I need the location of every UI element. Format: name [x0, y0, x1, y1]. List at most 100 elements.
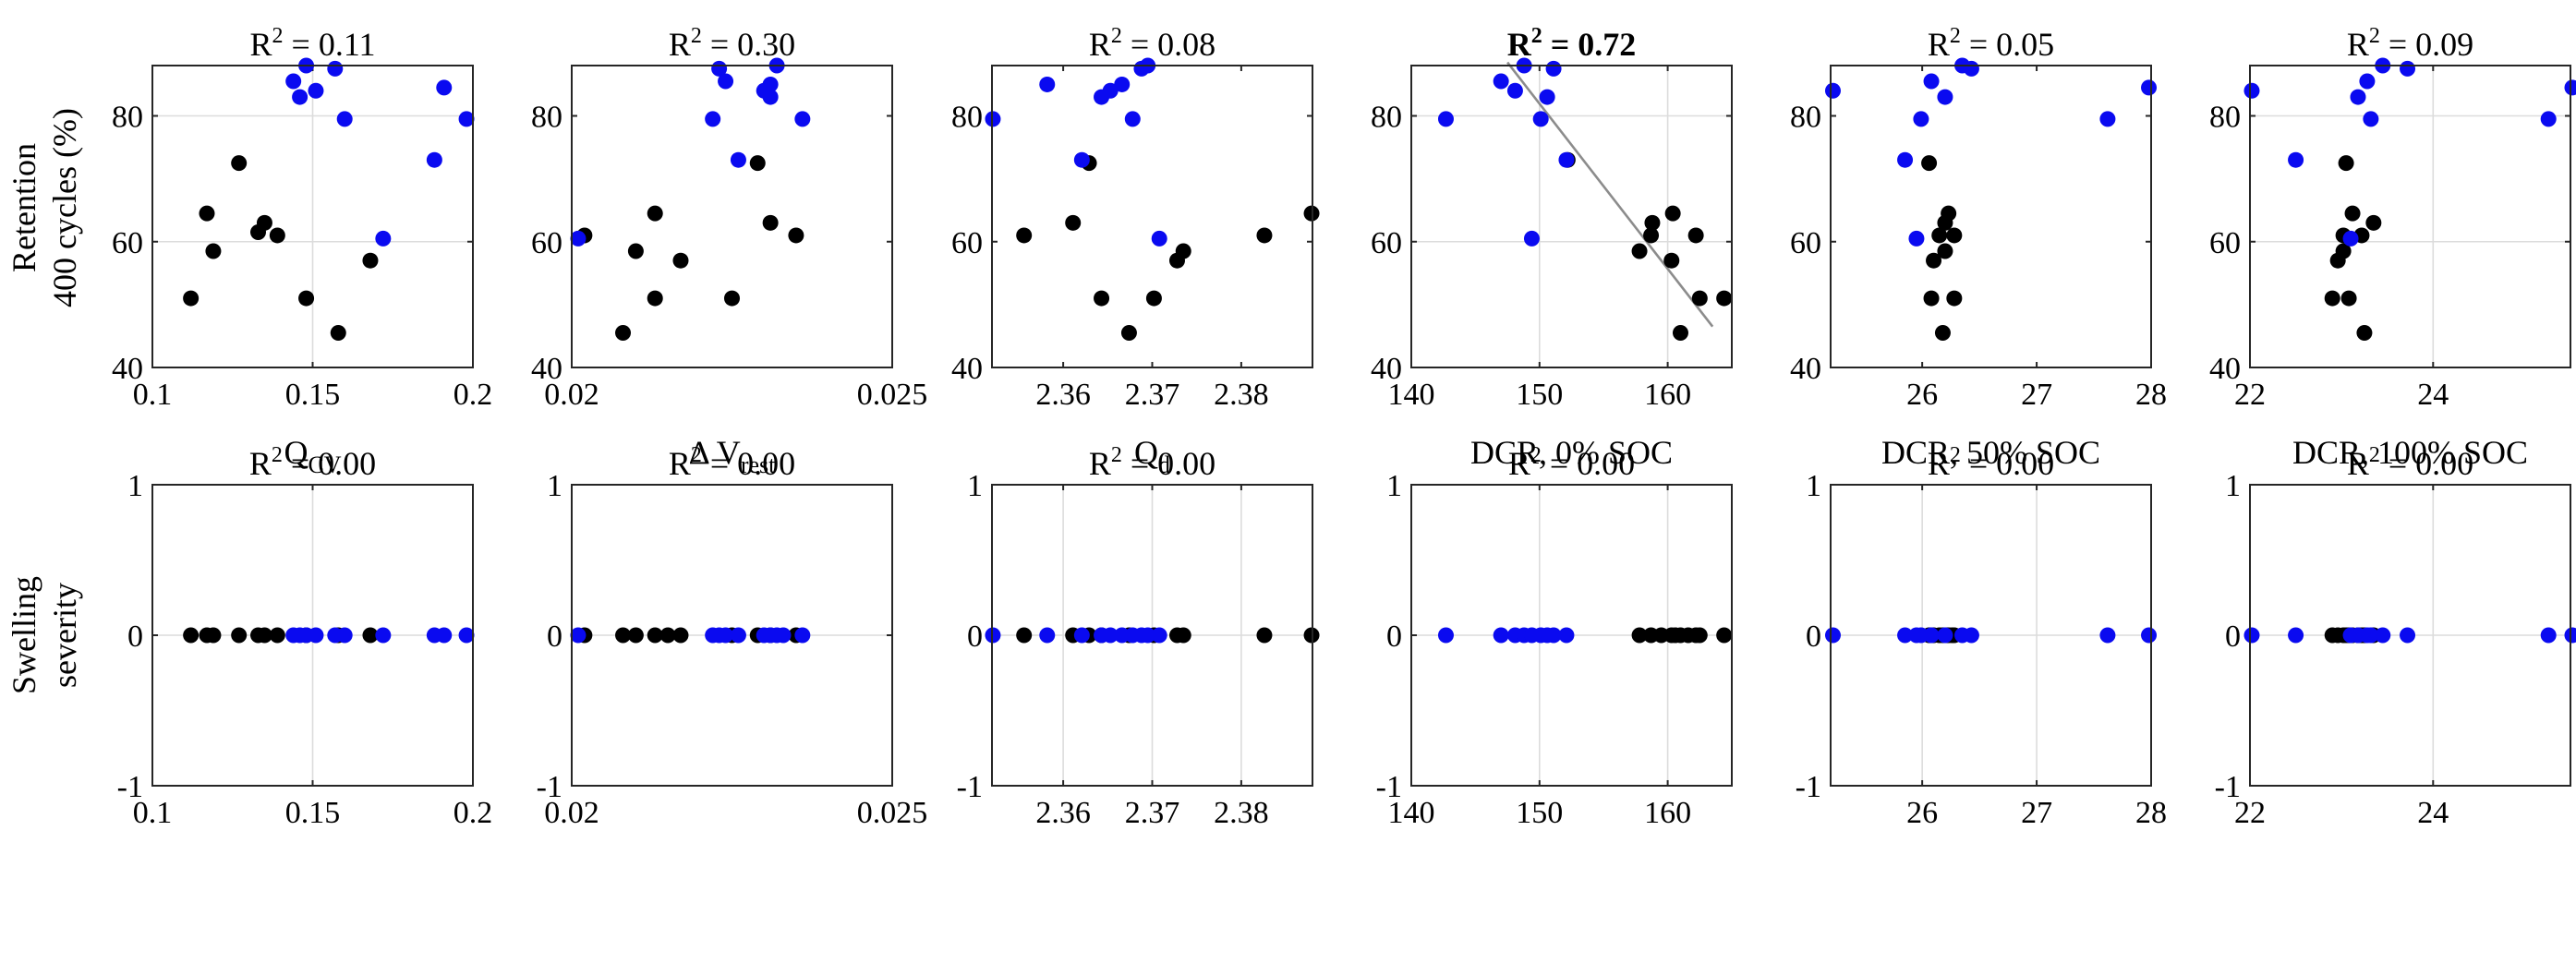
axes-frame — [2249, 65, 2571, 368]
data-point-black — [1644, 214, 1661, 231]
data-point-black — [1716, 290, 1733, 307]
data-point-blue — [2540, 627, 2557, 644]
panel-bottom-3: 140 150 160 -1 0 1 R2 = 0.00 — [1376, 443, 1733, 830]
data-point-black — [2356, 325, 2373, 342]
data-point-blue — [1824, 82, 1841, 99]
y-tick-label: 1 — [1386, 469, 1402, 503]
data-point-blue — [1506, 82, 1523, 99]
data-point-blue — [2350, 89, 2366, 105]
data-point-black — [1923, 290, 1940, 307]
y-tick-label: 60 — [1790, 226, 1821, 260]
data-point-blue — [1824, 627, 1841, 644]
x-tick-label: 0.15 — [285, 378, 341, 412]
data-point-blue — [1545, 627, 1562, 644]
data-point-blue — [1039, 627, 1056, 644]
data-point-blue — [1963, 627, 1979, 644]
data-point-blue — [1545, 60, 1562, 77]
x-tick-label: 2.36 — [1035, 378, 1091, 412]
y-tick-label: -1 — [117, 770, 143, 804]
data-point-black — [269, 627, 285, 644]
x-axis-label: Qd — [1134, 434, 1170, 478]
data-point-black — [1016, 627, 1033, 644]
data-point-blue — [2400, 627, 2416, 644]
data-point-black — [256, 627, 272, 644]
data-point-blue — [336, 627, 353, 644]
y-tick-label: 80 — [951, 101, 983, 135]
data-point-black — [231, 155, 248, 172]
x-tick-label: 24 — [2417, 796, 2449, 830]
axes-frame — [2249, 484, 2571, 787]
data-point-blue — [794, 627, 811, 644]
data-point-blue — [1897, 151, 1914, 168]
data-point-black — [1672, 325, 1688, 342]
data-point-blue — [762, 89, 779, 105]
y-tick-label: 80 — [1790, 101, 1821, 135]
data-point-blue — [762, 76, 779, 92]
y-tick-label: 0 — [1386, 620, 1402, 654]
data-point-blue — [292, 89, 308, 105]
data-point-black — [1687, 227, 1704, 244]
axes-frame — [991, 484, 1313, 787]
data-point-blue — [2375, 627, 2391, 644]
y-tick-label: 40 — [1790, 352, 1821, 386]
x-tick-label: 22 — [2234, 378, 2266, 412]
data-point-black — [362, 252, 379, 269]
y-tick-label: 1 — [547, 469, 562, 503]
y-tick-label: 1 — [967, 469, 983, 503]
x-tick-label: 0.025 — [857, 378, 928, 412]
x-tick-label: 0.2 — [454, 796, 493, 830]
y-tick-label: 40 — [1371, 352, 1402, 386]
data-point-blue — [1532, 111, 1549, 127]
data-point-blue — [775, 627, 792, 644]
data-point-black — [1145, 290, 1162, 307]
data-point-black — [1941, 205, 1957, 222]
data-point-black — [615, 325, 632, 342]
y-tick-label: 0 — [2225, 620, 2241, 654]
data-point-blue — [2243, 82, 2260, 99]
data-point-blue — [570, 627, 587, 644]
data-point-black — [2324, 290, 2340, 307]
data-point-black — [1120, 325, 1137, 342]
plot-background — [1411, 66, 1732, 367]
data-point-black — [672, 252, 689, 269]
x-tick-label: 140 — [1388, 796, 1435, 830]
data-point-blue — [2141, 627, 2158, 644]
data-point-blue — [1437, 627, 1454, 644]
data-point-black — [1663, 252, 1680, 269]
data-point-blue — [1558, 151, 1575, 168]
y-tick-label: 80 — [1371, 101, 1402, 135]
data-point-blue — [1923, 627, 1940, 644]
panel-title: R2 = 0.11 — [250, 24, 376, 63]
x-tick-label: 0.02 — [544, 796, 599, 830]
data-point-black — [2340, 290, 2357, 307]
x-tick-label: 28 — [2135, 378, 2167, 412]
panel-title: R2 = 0.00 — [2347, 443, 2473, 482]
data-point-blue — [718, 73, 734, 90]
data-point-black — [1256, 227, 1273, 244]
x-tick-label: 0.1 — [133, 378, 173, 412]
data-point-blue — [375, 627, 392, 644]
axes-frame — [1830, 65, 2152, 368]
data-point-black — [724, 290, 740, 307]
data-point-blue — [705, 111, 721, 127]
y-tick-label: 0 — [967, 620, 983, 654]
data-point-black — [2338, 155, 2354, 172]
plot-background — [1831, 66, 2151, 367]
data-point-blue — [1140, 627, 1156, 644]
y-tick-label: 40 — [531, 352, 562, 386]
data-point-black — [788, 227, 804, 244]
y-tick-label: 0 — [1806, 620, 1821, 654]
x-axis-label: Δ Vrest — [689, 434, 776, 478]
data-point-blue — [718, 627, 734, 644]
axes-frame — [151, 65, 474, 368]
data-point-black — [205, 627, 222, 644]
y-tick-label: 60 — [2209, 226, 2241, 260]
data-point-blue — [285, 73, 302, 90]
data-point-black — [2344, 205, 2361, 222]
data-point-blue — [1558, 627, 1575, 644]
data-point-black — [256, 214, 272, 231]
axes-frame — [1410, 65, 1733, 368]
data-point-blue — [1124, 111, 1141, 127]
